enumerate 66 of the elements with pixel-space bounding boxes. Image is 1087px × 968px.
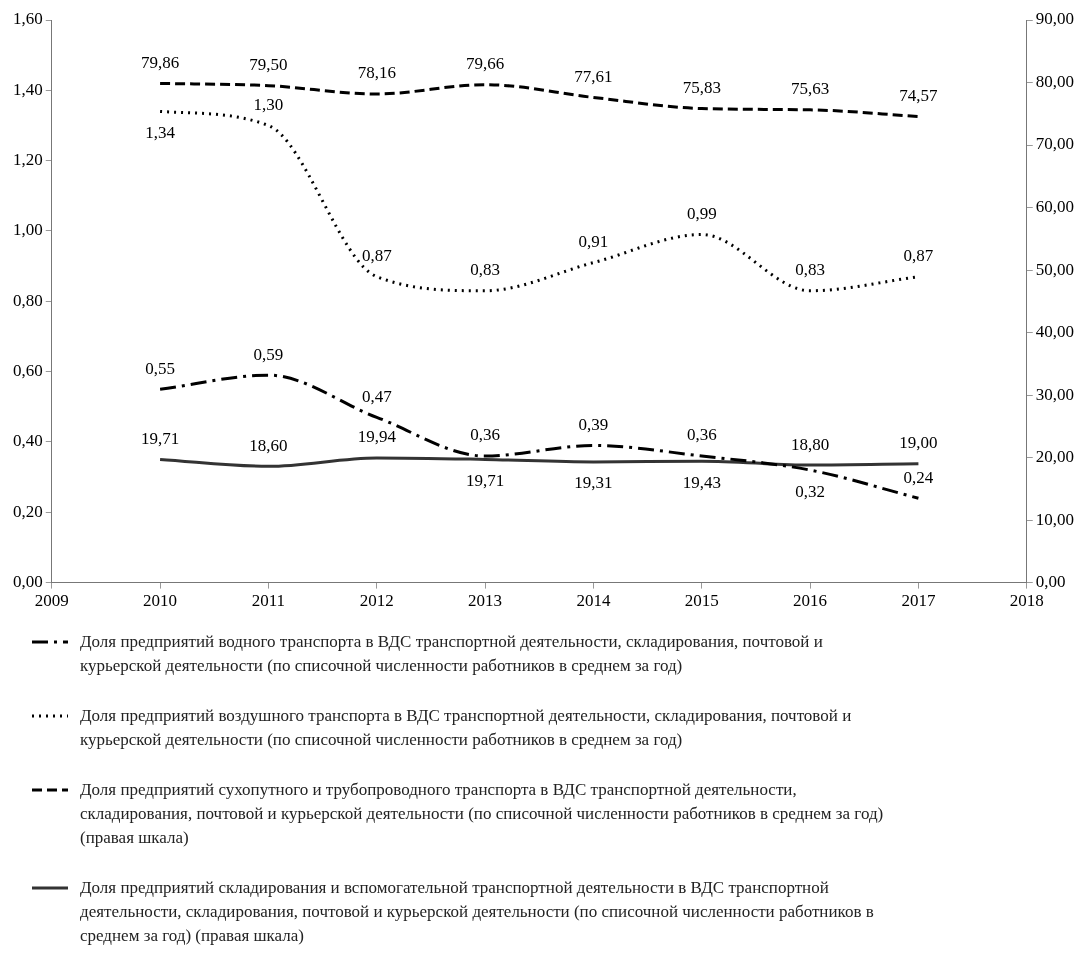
legend-label: Доля предприятий воздушного транспорта в ВДС транспортной деятельности, складирования, почтовой и курьерской деятельности (по списочной численности работников в среднем за год)	[80, 705, 853, 751]
y2-tick-label: 30,00	[1035, 384, 1074, 404]
x-tick-label: 2016	[793, 591, 828, 611]
y-tick-label: 0,60	[13, 361, 43, 381]
data-label: 79,86	[140, 52, 180, 72]
data-label: 19,43	[682, 472, 721, 492]
y-tick-label: 0,80	[13, 290, 43, 310]
line-series	[158, 456, 920, 468]
y-tick-label: 1,20	[13, 150, 43, 170]
x-tick-label: 2018	[1009, 591, 1044, 611]
x-tick-label: 2013	[468, 591, 503, 611]
data-label: 75,83	[682, 78, 721, 98]
data-label: 19,71	[140, 428, 180, 448]
legend-label: Доля предприятий сухопутного и трубопроводного транспорта в ВДС транспортной деятельности, складирования, почтовой и курьерской деятельности (по списочной численности работников в среднем за год) (правая шкала)	[80, 779, 885, 849]
data-label: 0,87	[361, 246, 393, 266]
data-label: 0,39	[578, 414, 609, 434]
x-tick-label: 2012	[359, 591, 394, 611]
data-label: 75,63	[790, 79, 830, 99]
y-tick-label: 1,00	[13, 220, 43, 240]
y-tick-label: 0,40	[13, 431, 43, 451]
y2-tick-label: 70,00	[1035, 134, 1074, 154]
data-label: 78,16	[357, 63, 396, 83]
y2-tick-label: 50,00	[1035, 259, 1074, 279]
data-label: 79,50	[249, 55, 288, 75]
data-label: 19,71	[465, 470, 505, 490]
data-label: 1,30	[253, 94, 284, 114]
data-label: 0,83	[470, 260, 500, 280]
data-label: 0,87	[903, 246, 934, 266]
data-label: 79,66	[465, 54, 505, 74]
data-label: 0,36	[470, 425, 500, 445]
legend-label: Доля предприятий складирования и вспомогательной транспортной деятельности в ВДС транспортной деятельности, складирования, почтовой и курьерской деятельности (по списочной численности работников в среднем за год) (правая шкала)	[80, 877, 875, 947]
x-tick-label: 2009	[34, 591, 69, 611]
data-label: 0,83	[795, 260, 825, 280]
x-tick-label: 2017	[901, 591, 936, 611]
data-label: 18,60	[249, 435, 288, 455]
y-tick-label: 0,00	[13, 572, 43, 592]
data-label: 19,31	[574, 473, 613, 493]
y2-tick-label: 60,00	[1035, 197, 1074, 216]
x-tick-label: 2015	[684, 591, 719, 611]
data-label: 19,00	[899, 433, 938, 453]
data-label: 0,59	[253, 344, 284, 364]
data-label: 0,99	[686, 203, 717, 223]
y2-tick-label: 10,00	[1035, 509, 1074, 529]
data-label: 0,36	[686, 425, 717, 445]
data-label: 0,47	[361, 386, 393, 406]
y2-tick-label: 20,00	[1035, 447, 1074, 467]
data-label: 18,80	[790, 434, 830, 454]
y2-tick-label: 40,00	[1035, 322, 1074, 342]
data-label: 0,91	[578, 232, 609, 252]
x-tick-label: 2011	[251, 591, 286, 611]
x-tick-label: 2010	[143, 591, 178, 611]
y-tick-label: 0,20	[13, 501, 43, 521]
y2-tick-label: 90,00	[1035, 9, 1074, 29]
y2-tick-label: 80,00	[1035, 71, 1074, 91]
data-label: 0,24	[903, 467, 934, 487]
data-label: 0,55	[145, 358, 175, 378]
legend-label: Доля предприятий водного транспорта в ВДС транспортной деятельности, складирования, почтовой и курьерской деятельности (по списочной численности работников в среднем за год)	[80, 631, 824, 677]
y2-tick-label: 0,00	[1035, 572, 1066, 592]
data-label: 19,94	[357, 427, 397, 447]
data-label: 77,61	[574, 66, 613, 86]
x-tick-label: 2014	[576, 591, 611, 611]
y-tick-label: 1,40	[13, 79, 43, 99]
data-label: 74,57	[899, 85, 939, 105]
data-label: 1,34	[145, 122, 176, 142]
y-tick-label: 1,60	[13, 9, 43, 29]
data-label: 0,32	[795, 481, 825, 501]
